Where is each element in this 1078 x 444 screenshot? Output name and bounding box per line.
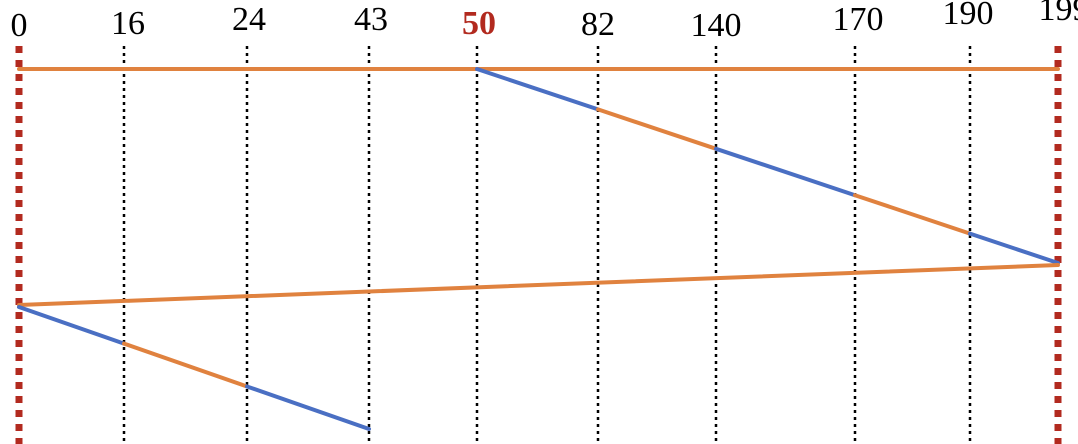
tick-label-170: 170 — [833, 1, 884, 38]
gridlines — [15, 46, 1062, 444]
segment-170-to-190 — [853, 193, 972, 236]
segment-190-to-199 — [968, 231, 1060, 265]
segment-16-to-24 — [122, 341, 249, 389]
tick-label-82: 82 — [581, 6, 615, 43]
segment-24-to-43 — [245, 384, 371, 431]
tick-labels: 0 16 24 43 50 82 140 170 190 199 — [11, 0, 1078, 44]
tick-label-50: 50 — [462, 5, 496, 42]
segment-199-to-0 — [17, 263, 1060, 307]
tick-label-199: 199 — [1039, 0, 1078, 28]
segment-140-to-170 — [714, 146, 857, 198]
segment-0-to-16 — [17, 305, 126, 346]
tick-label-190: 190 — [943, 0, 994, 32]
tick-label-0: 0 — [11, 7, 28, 44]
tick-label-140: 140 — [691, 7, 742, 44]
tick-label-43: 43 — [354, 1, 388, 38]
path-segments — [17, 67, 1060, 431]
tick-label-16: 16 — [111, 5, 145, 42]
segment-50-to-82 — [475, 67, 600, 112]
tick-label-24: 24 — [232, 1, 266, 38]
segment-82-to-140 — [596, 107, 718, 151]
